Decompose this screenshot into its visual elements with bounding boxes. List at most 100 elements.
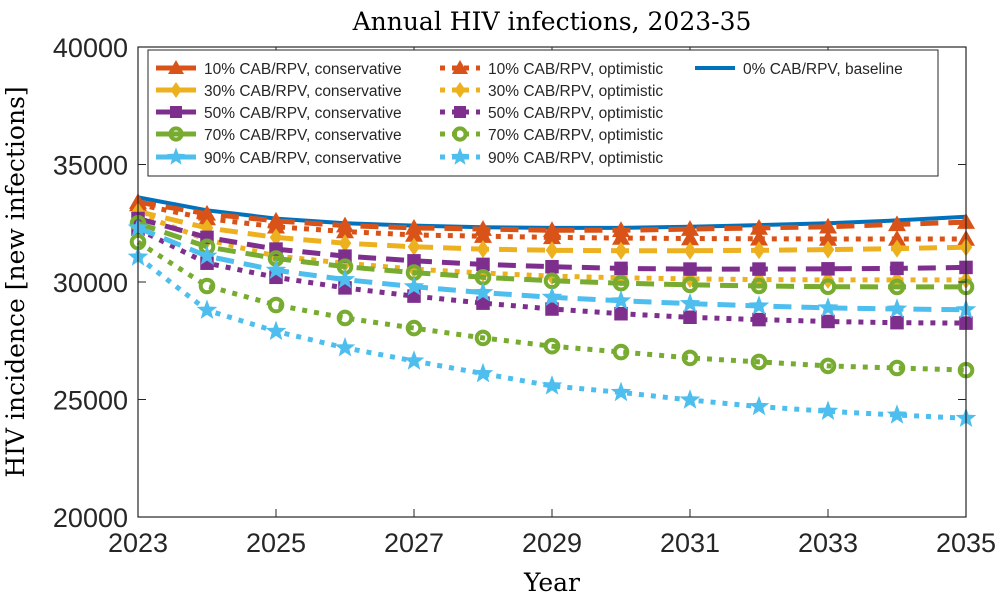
data-point-star	[196, 245, 218, 265]
y-tick-label: 35000	[53, 151, 128, 181]
data-point-circle	[612, 343, 630, 361]
legend-label: 0% CAB/RPV, baseline	[743, 61, 903, 78]
data-point-triangle	[750, 218, 768, 235]
legend-marker-star	[450, 147, 470, 165]
data-point-diamond	[476, 240, 490, 259]
y-tick-label: 30000	[53, 268, 128, 298]
data-point-diamond	[821, 240, 835, 259]
legend-item: 90% CAB/RPV, conservative	[156, 147, 402, 167]
series-2	[131, 211, 973, 276]
data-point-star	[472, 281, 494, 302]
legend-item: 30% CAB/RPV, conservative	[156, 82, 402, 100]
data-point-circle	[819, 357, 837, 375]
legend-marker-square	[170, 106, 182, 118]
data-point-star	[265, 259, 287, 279]
x-tick-label: 2023	[108, 528, 168, 558]
data-point-circle	[336, 309, 354, 327]
legend-item: 70% CAB/RPV, conservative	[156, 126, 402, 144]
data-point-square	[683, 262, 697, 276]
data-point-star	[817, 400, 839, 420]
series-0	[129, 193, 975, 238]
data-point-star	[403, 275, 425, 296]
data-point-square	[407, 254, 421, 268]
legend-marker-diamond	[454, 82, 466, 98]
data-point-star	[886, 404, 908, 424]
data-point-circle	[543, 337, 561, 355]
y-tick-label: 25000	[53, 386, 128, 416]
legend-item: 50% CAB/RPV, optimistic	[440, 105, 663, 122]
legend-label: 30% CAB/RPV, optimistic	[488, 83, 663, 100]
data-point-square	[476, 296, 490, 310]
data-point-circle	[198, 277, 216, 295]
legend-label: 50% CAB/RPV, optimistic	[488, 105, 663, 122]
data-point-star	[679, 292, 701, 313]
data-point-square	[545, 259, 559, 274]
data-point-diamond	[545, 241, 559, 260]
data-point-triangle	[474, 220, 492, 236]
data-point-star	[679, 389, 701, 409]
data-point-star	[610, 381, 632, 402]
data-point-circle	[888, 278, 906, 296]
data-point-star	[748, 295, 770, 315]
series-layer	[127, 193, 977, 427]
data-point-triangle	[405, 218, 423, 235]
data-point-circle	[267, 296, 285, 314]
data-point-circle	[681, 349, 699, 367]
data-point-triangle	[198, 204, 216, 221]
data-point-square	[821, 262, 835, 276]
data-point-triangle	[819, 217, 837, 234]
x-tick-label: 2025	[246, 528, 306, 558]
data-point-star	[610, 290, 632, 310]
data-point-star	[403, 350, 425, 370]
data-point-star	[472, 362, 494, 383]
data-point-diamond	[407, 237, 421, 256]
data-point-square	[890, 315, 904, 330]
data-point-square	[476, 257, 490, 272]
data-point-star	[541, 286, 563, 306]
legend-marker-square	[454, 106, 466, 118]
legend-item: 10% CAB/RPV, optimistic	[440, 60, 663, 78]
data-point-diamond	[614, 241, 628, 260]
data-point-triangle	[819, 229, 837, 246]
data-point-triangle	[681, 229, 699, 246]
data-point-square	[545, 302, 559, 316]
data-point-star	[541, 375, 563, 395]
chart-title: Annual HIV infections, 2023-35	[352, 7, 752, 36]
data-point-triangle	[681, 220, 699, 236]
data-point-square	[752, 312, 766, 327]
data-point-diamond	[890, 239, 904, 258]
legend-item: 0% CAB/RPV, baseline	[695, 61, 903, 78]
x-tick-label: 2035	[936, 528, 996, 558]
data-point-triangle	[888, 215, 906, 232]
legend-label: 70% CAB/RPV, conservative	[204, 127, 402, 144]
y-axis-label: HIV incidence [new infections]	[1, 86, 30, 477]
y-tick-label: 20000	[53, 503, 128, 533]
data-point-triangle	[612, 221, 630, 238]
axes-layer: 2023 2025 2027 2029 2031 2033 2035 20000 25000 30…	[53, 33, 996, 558]
legend-marker-star	[166, 147, 186, 165]
legend-item: 10% CAB/RPV, conservative	[156, 60, 402, 78]
data-point-circle	[819, 278, 837, 296]
legend-marker-triangle	[168, 60, 184, 74]
data-point-square	[683, 310, 697, 324]
legend-item: 50% CAB/RPV, conservative	[156, 105, 402, 122]
data-point-diamond	[338, 234, 352, 253]
x-tick-label: 2027	[384, 528, 444, 558]
series-8	[129, 233, 975, 379]
legend-marker-circle	[168, 126, 184, 142]
data-point-star	[334, 268, 356, 289]
data-point-triangle	[750, 229, 768, 246]
x-tick-label: 2033	[798, 528, 858, 558]
data-point-triangle	[888, 229, 906, 246]
legend-label: 70% CAB/RPV, optimistic	[488, 127, 663, 144]
data-point-triangle	[267, 211, 285, 228]
legend-label: 10% CAB/RPV, optimistic	[488, 61, 663, 78]
legend-item: 70% CAB/RPV, optimistic	[440, 126, 663, 144]
x-tick-label: 2031	[660, 528, 720, 558]
data-point-star	[748, 395, 770, 416]
series-line	[137, 220, 966, 290]
data-point-square	[614, 306, 628, 321]
legend-item: 30% CAB/RPV, optimistic	[440, 82, 663, 100]
data-point-star	[265, 320, 287, 341]
